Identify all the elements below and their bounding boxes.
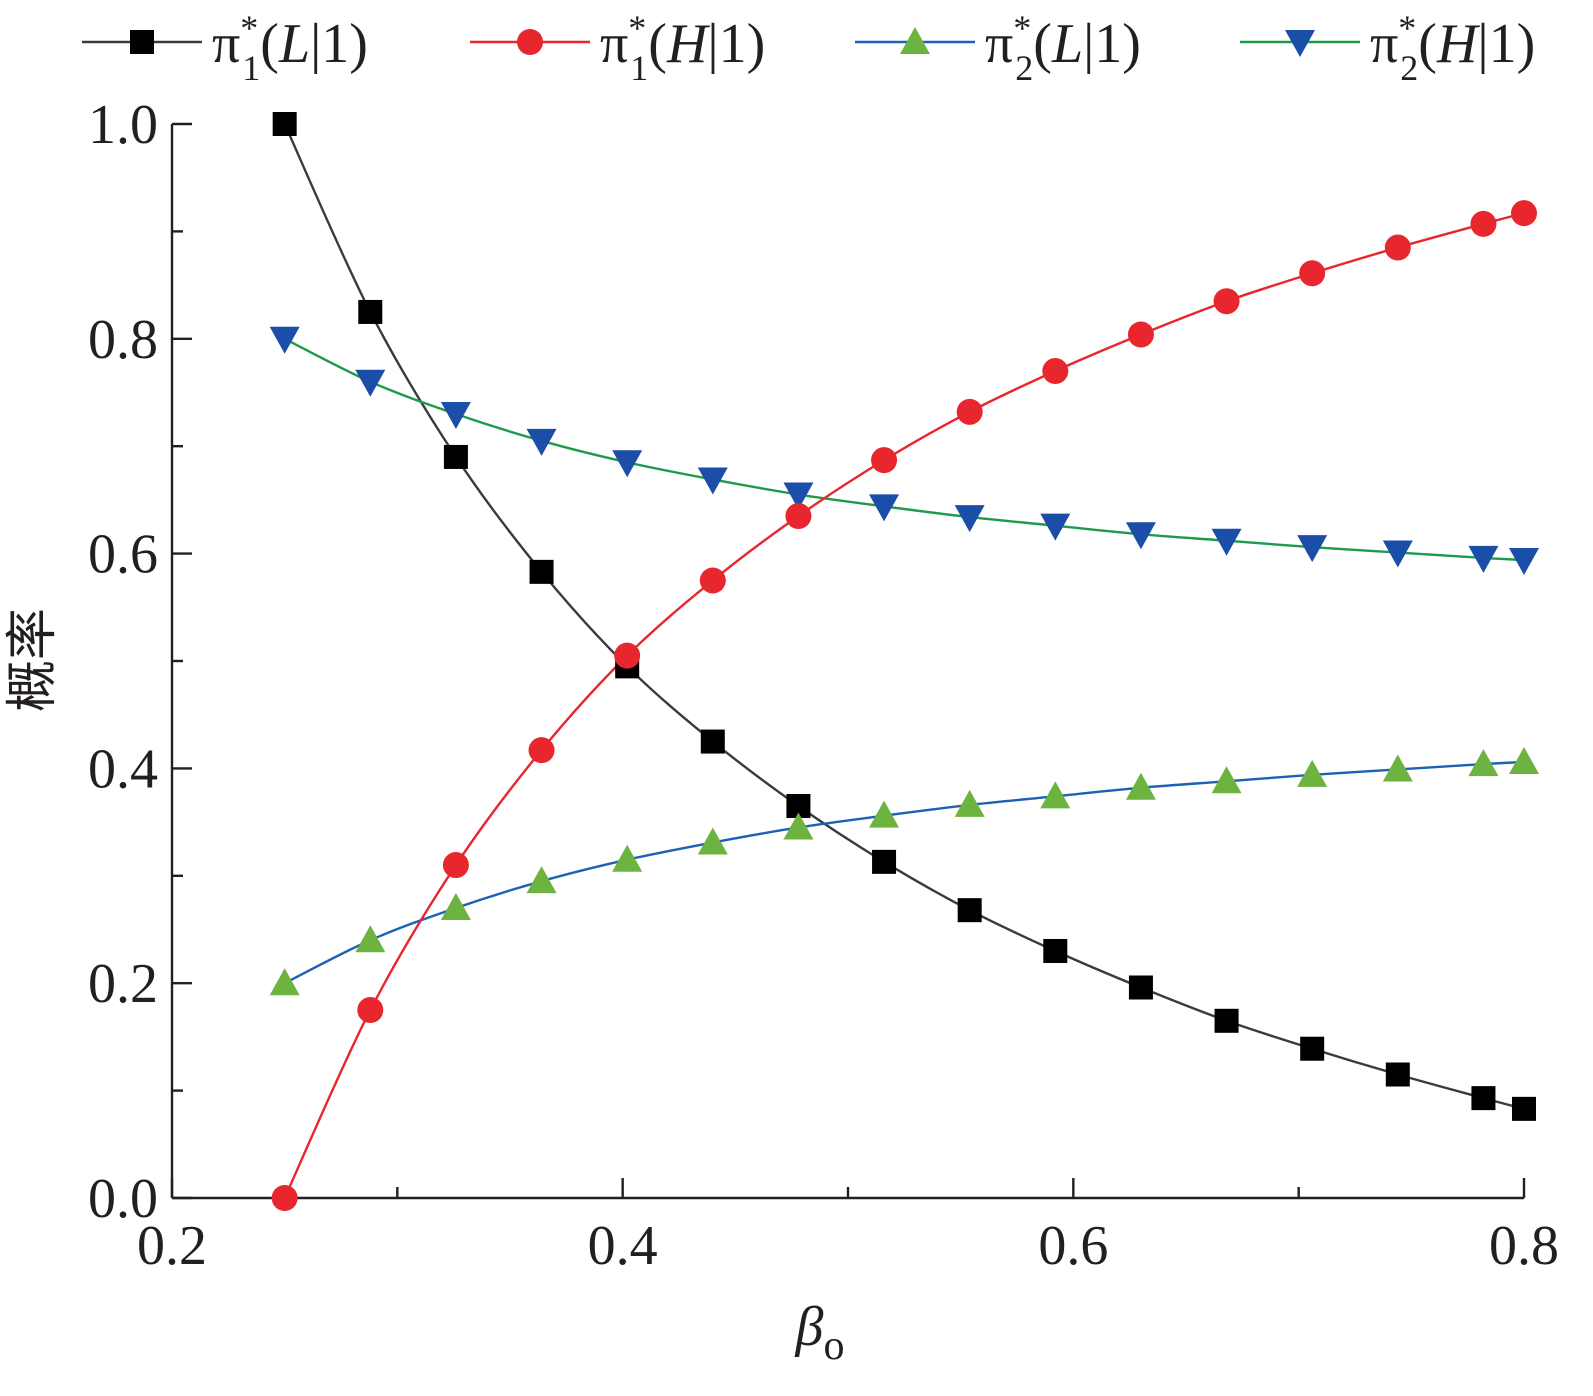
y-tick-label: 0.6 (88, 524, 158, 586)
data-point-1-h-1 (956, 398, 983, 425)
data-point-2-h-1 (783, 482, 814, 510)
data-point-2-h-1 (869, 494, 900, 522)
legend-marker (130, 30, 154, 54)
data-point-2-h-1 (526, 428, 557, 456)
data-point-2-l-1 (612, 844, 643, 872)
data-point-2-h-1 (1297, 535, 1328, 563)
y-tick-label: 0.2 (88, 953, 158, 1015)
data-point-2-l-1 (1509, 746, 1539, 774)
data-point-1-l-1 (1300, 1036, 1325, 1061)
data-point-1-h-1 (614, 642, 641, 669)
data-point-2-l-1 (269, 968, 300, 996)
series-line-1-l-1 (283, 123, 1525, 1111)
data-point-2-l-1 (869, 800, 900, 828)
data-point-1-h-1 (699, 567, 726, 594)
data-point-1-l-1 (1385, 1062, 1410, 1087)
data-point-1-h-1 (442, 852, 469, 879)
legend-label: π* 1(H|1) (600, 8, 765, 88)
y-tick-label: 0.4 (88, 738, 158, 800)
series-lines (283, 123, 1525, 1199)
data-point-1-h-1 (1213, 288, 1240, 315)
legend-item: π* 1(L|1) (82, 8, 368, 88)
data-point-1-l-1 (1471, 1086, 1496, 1111)
axis-labels: βo 概率 (3, 608, 844, 1369)
data-point-1-l-1 (443, 444, 468, 469)
data-point-2-l-1 (697, 827, 728, 855)
x-tick-label: 0.8 (1489, 1215, 1559, 1277)
data-point-1-h-1 (357, 997, 384, 1024)
data-point-2-h-1 (612, 450, 643, 478)
y-tick-label: 0.0 (88, 1168, 158, 1230)
data-point-2-l-1 (1211, 766, 1242, 794)
data-point-1-l-1 (872, 849, 897, 874)
data-point-1-h-1 (1470, 210, 1497, 237)
data-point-2-h-1 (697, 467, 728, 495)
data-point-2-l-1 (1297, 759, 1328, 787)
data-point-2-h-1 (269, 326, 300, 354)
data-point-1-l-1 (957, 898, 982, 923)
data-point-1-l-1 (272, 112, 297, 136)
series-line-2-h-1 (284, 337, 1525, 562)
data-point-2-h-1 (440, 401, 471, 429)
y-tick-label: 0.8 (88, 309, 158, 371)
legend-marker (517, 29, 543, 55)
data-point-2-h-1 (1509, 548, 1539, 576)
legend: π* 1(L|1) π* 1(H|1) π* 2(L|1) π* 2(H|1) (82, 8, 1535, 88)
legend-marker (1285, 30, 1315, 57)
series-line-2-l-1 (284, 760, 1525, 985)
data-point-2-l-1 (954, 789, 985, 817)
data-point-2-h-1 (1468, 545, 1499, 573)
x-tick-label: 0.4 (588, 1215, 658, 1277)
data-point-2-l-1 (1382, 754, 1413, 782)
data-point-1-l-1 (1043, 938, 1068, 963)
axes: 0.2 0.4 0.6 0.80.00.20.40.60.81.0 (88, 94, 1559, 1277)
series-markers (269, 112, 1539, 1211)
y-axis-title: 概率 (3, 608, 63, 712)
x-tick-label: 0.2 (137, 1215, 207, 1277)
data-point-1-l-1 (1512, 1096, 1536, 1121)
data-point-2-l-1 (1468, 749, 1499, 777)
data-point-2-l-1 (1040, 781, 1071, 809)
data-point-1-h-1 (1127, 321, 1154, 348)
data-point-2-h-1 (1040, 513, 1071, 541)
legend-label: π* 2(H|1) (1370, 8, 1535, 88)
data-point-1-h-1 (785, 503, 812, 530)
y-tick-label: 1.0 (88, 94, 158, 156)
data-point-1-h-1 (271, 1185, 298, 1211)
data-point-1-h-1 (871, 447, 898, 474)
legend-label: π* 1(L|1) (212, 8, 368, 88)
data-point-1-l-1 (700, 729, 725, 754)
data-point-1-l-1 (1214, 1008, 1239, 1033)
data-point-2-l-1 (783, 812, 814, 840)
series-line-1-h-1 (283, 211, 1525, 1199)
x-tick-label: 0.6 (1038, 1215, 1108, 1277)
data-point-2-l-1 (1125, 772, 1156, 800)
data-point-2-h-1 (954, 505, 985, 533)
data-point-2-h-1 (1125, 522, 1156, 550)
legend-marker (900, 27, 930, 54)
data-point-1-h-1 (1511, 200, 1537, 227)
data-point-2-h-1 (1211, 528, 1242, 556)
data-point-2-l-1 (440, 893, 471, 921)
data-point-2-l-1 (355, 925, 386, 953)
data-point-1-h-1 (1299, 260, 1326, 287)
data-point-1-l-1 (358, 299, 383, 324)
legend-item: π* 2(L|1) (855, 8, 1141, 88)
data-point-1-h-1 (1042, 358, 1069, 385)
data-point-2-l-1 (526, 866, 557, 894)
x-axis-title: βo (795, 1296, 845, 1369)
data-point-2-h-1 (1382, 540, 1413, 568)
legend-label: π* 2(L|1) (985, 8, 1141, 88)
data-point-1-h-1 (528, 737, 555, 764)
legend-item: π* 1(H|1) (470, 8, 765, 88)
legend-item: π* 2(H|1) (1240, 8, 1535, 88)
data-point-1-h-1 (1384, 234, 1411, 261)
data-point-1-l-1 (1128, 975, 1153, 1000)
data-point-2-h-1 (355, 369, 386, 397)
data-point-1-l-1 (529, 559, 554, 584)
